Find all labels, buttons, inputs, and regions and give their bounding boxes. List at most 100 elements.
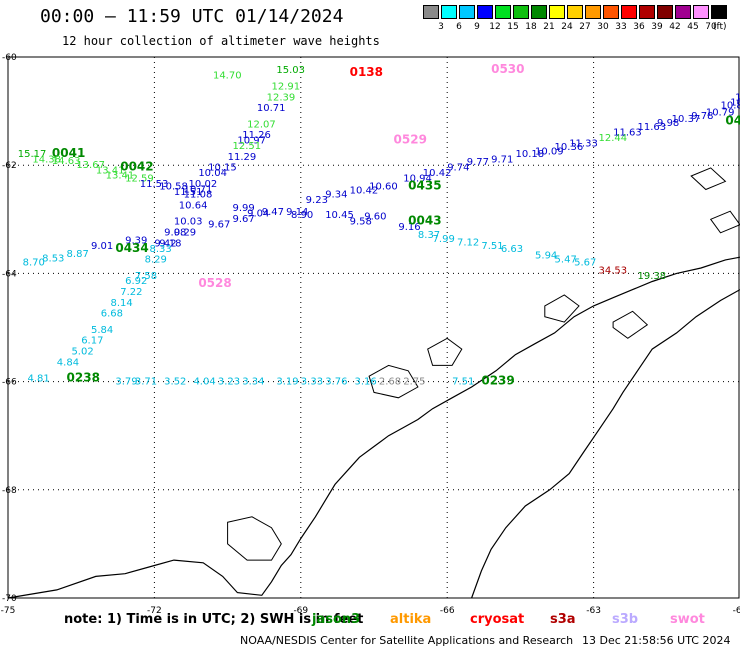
lat-tick-label: -64 [2,269,17,279]
pass-time-label: 0239 [481,373,514,387]
legend-label: 36 [633,22,645,32]
wave-height-label: 7.51 [481,241,503,252]
wave-height-label: 10.64 [179,200,208,211]
wave-height-label: 2.68 [379,376,401,387]
wave-height-label: 9.74 [447,163,469,174]
legend-label: 24 [561,22,573,32]
wave-height-label: 15.03 [276,65,305,76]
wave-height-label: 10.09 [535,146,564,157]
wave-height-label: 8.70 [23,257,45,268]
wave-height-label: 14.63 [52,156,81,167]
wave-height-label: 9.23 [306,195,328,206]
pass-time-label: 0042 [120,160,153,174]
lat-tick-label: -70 [2,594,17,604]
wave-height-label: 13.41 [106,171,135,182]
wave-height-label: 10.79 [706,107,735,118]
wave-height-label: 9.77 [467,157,489,168]
wave-height-label: 9.29 [174,228,196,239]
wave-height-label: 7.58 [135,271,157,282]
wave-height-label: 10.03 [174,217,203,228]
wave-height-label: 5.47 [555,255,577,266]
legend-swatch [693,5,709,19]
wave-height-label: 10.97 [237,136,266,147]
wave-height-label: 6.92 [125,276,147,287]
wave-height-label: 12.07 [247,119,276,130]
wave-height-label: 7.51 [452,376,474,387]
wave-height-label: 13.41 [96,165,125,176]
wave-height-label: 6.68 [101,309,123,320]
legend-label: 27 [579,22,591,32]
pass-time-label: 0435 [408,179,441,193]
coastline-east [471,289,740,599]
wave-height-label: 7.22 [120,287,142,298]
island-outline [544,294,580,323]
wave-height-label: 8.37 [418,230,440,241]
wave-height-label: 10.19 [735,92,740,103]
wave-height-label: 10.18 [516,149,545,160]
legend-swatch [621,5,637,19]
wave-height-label: 12.44 [598,133,627,144]
wave-height-label: 8.29 [145,255,167,266]
lon-tick-label: -69 [293,606,308,616]
wave-height-label: 9.98 [657,118,679,129]
wave-height-label: 12.51 [232,141,261,152]
satellite-legend-s3b: s3b [612,612,639,627]
wave-height-label: 12.59 [125,173,154,184]
lon-tick-label: -60 [733,606,740,616]
wave-height-label: 9.71 [491,154,513,165]
island-outline [709,210,740,234]
island-outline [368,364,419,399]
satellite-legend-altika: altika [390,612,432,627]
wave-height-label: 3.33 [301,376,323,387]
wave-height-label: 10.42 [423,168,452,179]
pass-time-label: 0041 [52,146,85,160]
satellite-legend-jason3: jason3 [312,612,361,627]
legend-label: 12 [489,22,501,32]
wave-height-label: 11.08 [184,190,213,201]
wave-height-label: 5.02 [71,347,93,358]
wave-height-label: 6.17 [81,336,103,347]
wave-height-label: 19.38 [638,271,667,282]
wave-height-label: 11.63 [638,122,667,133]
legend-label: 39 [651,22,663,32]
wave-height-label: 11.29 [228,152,257,163]
island-outline [427,337,463,366]
wave-height-label: 4.81 [28,374,50,385]
wave-height-label: 9.58 [350,217,372,228]
legend-swatch [477,5,493,19]
wave-height-label: 2.75 [403,376,425,387]
wave-height-label: 9.67 [232,214,254,225]
wave-height-label: 9.01 [91,241,113,252]
wave-height-label: 7.99 [433,234,455,245]
legend-label: 6 [456,22,462,32]
wave-height-label: 15.17 [18,149,47,160]
wave-height-label: 9.04 [247,209,269,220]
pass-time-label: 0238 [67,371,100,385]
wave-height-label: 8.87 [67,249,89,260]
wave-height-label: 9.60 [364,211,386,222]
wave-height-label: 10.45 [325,210,354,221]
pass-time-label: 0529 [394,133,427,147]
legend-swatch [513,5,529,19]
lat-tick-label: -68 [2,486,17,496]
map-frame [7,56,740,599]
wave-height-label: 5.67 [574,257,596,268]
legend-swatch [603,5,619,19]
wave-height-label: 10.02 [189,179,218,190]
wave-height-label: 9.08 [164,228,186,239]
lat-tick-label: -62 [2,161,17,171]
pass-time-label: 0043 [408,214,441,228]
pass-time-label: 0528 [198,276,231,290]
wave-height-label: 4.84 [57,357,79,368]
wave-height-label: 8.90 [291,210,313,221]
wave-height-label: 14.70 [213,71,242,82]
wave-height-label: 10.60 [369,182,398,193]
legend-label: 30 [597,22,609,32]
island-outline [227,516,282,561]
lon-tick-label: -63 [586,606,601,616]
legend-label: 70 [705,22,717,32]
wave-height-label: 7.12 [457,237,479,248]
wave-height-label: 3.23 [218,376,240,387]
wave-height-label: 3.71 [135,376,157,387]
